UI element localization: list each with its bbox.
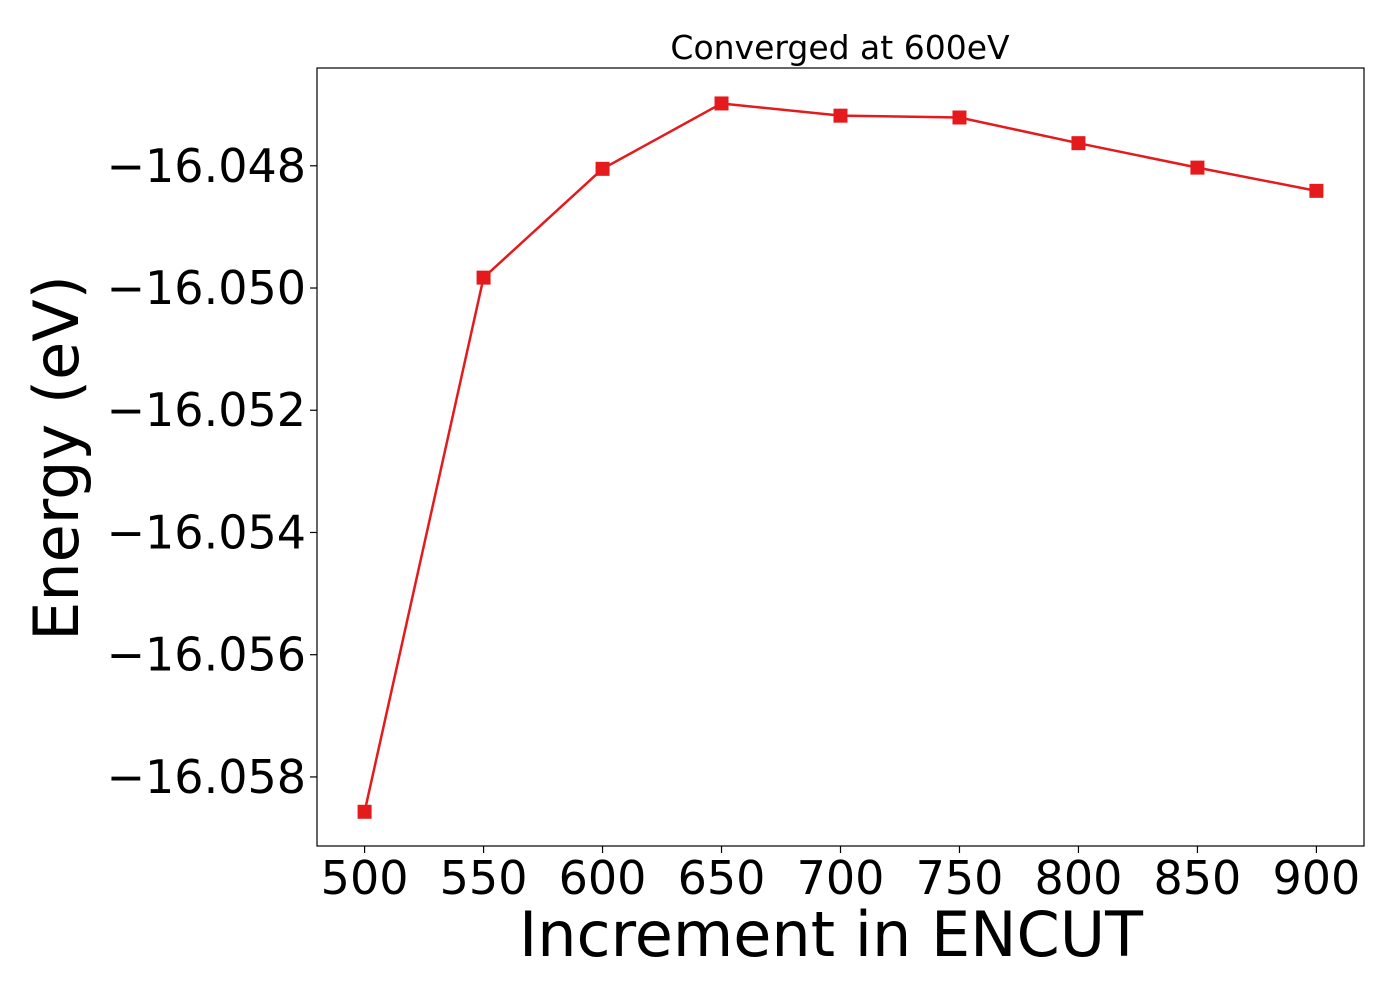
x-tick-label: 800 — [1035, 851, 1123, 905]
data-point — [833, 108, 848, 123]
data-point — [476, 270, 491, 285]
y-tick-label: −16.058 — [107, 750, 307, 804]
y-axis: −16.048 −16.050 −16.052 −16.054 −16.056 −16.0… — [107, 139, 317, 804]
data-point — [1309, 183, 1324, 198]
data-point — [357, 804, 372, 819]
y-tick-label: −16.056 — [107, 628, 307, 682]
x-tick-label: 900 — [1273, 851, 1361, 905]
y-tick-label: −16.050 — [107, 261, 307, 315]
data-point — [1071, 136, 1086, 151]
y-axis-title: Energy (eV) — [20, 275, 93, 641]
x-tick-label: 850 — [1154, 851, 1242, 905]
x-tick-label: 750 — [916, 851, 1004, 905]
x-tick-label: 700 — [797, 851, 885, 905]
x-axis: 500 550 600 650 700 750 800 850 900 — [321, 846, 1361, 905]
data-point — [714, 96, 729, 111]
plot-area — [357, 96, 1324, 819]
x-axis-title: Increment in ENCUT — [519, 898, 1144, 971]
x-tick-label: 550 — [440, 851, 528, 905]
data-point — [952, 110, 967, 125]
x-tick-label: 600 — [559, 851, 647, 905]
data-point — [595, 161, 610, 176]
y-tick-label: −16.052 — [107, 383, 307, 437]
y-tick-label: −16.048 — [107, 139, 307, 193]
chart-title: Converged at 600eV — [670, 28, 1010, 67]
y-tick-label: −16.054 — [107, 505, 307, 559]
x-tick-label: 650 — [678, 851, 766, 905]
x-tick-label: 500 — [321, 851, 409, 905]
data-point — [1190, 160, 1205, 175]
